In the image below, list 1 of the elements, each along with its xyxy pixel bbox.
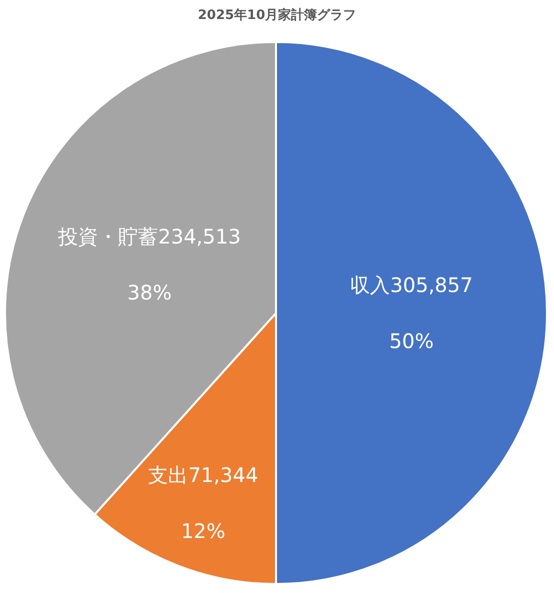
chart-title: 2025年10月家計簿グラフ	[198, 7, 356, 23]
